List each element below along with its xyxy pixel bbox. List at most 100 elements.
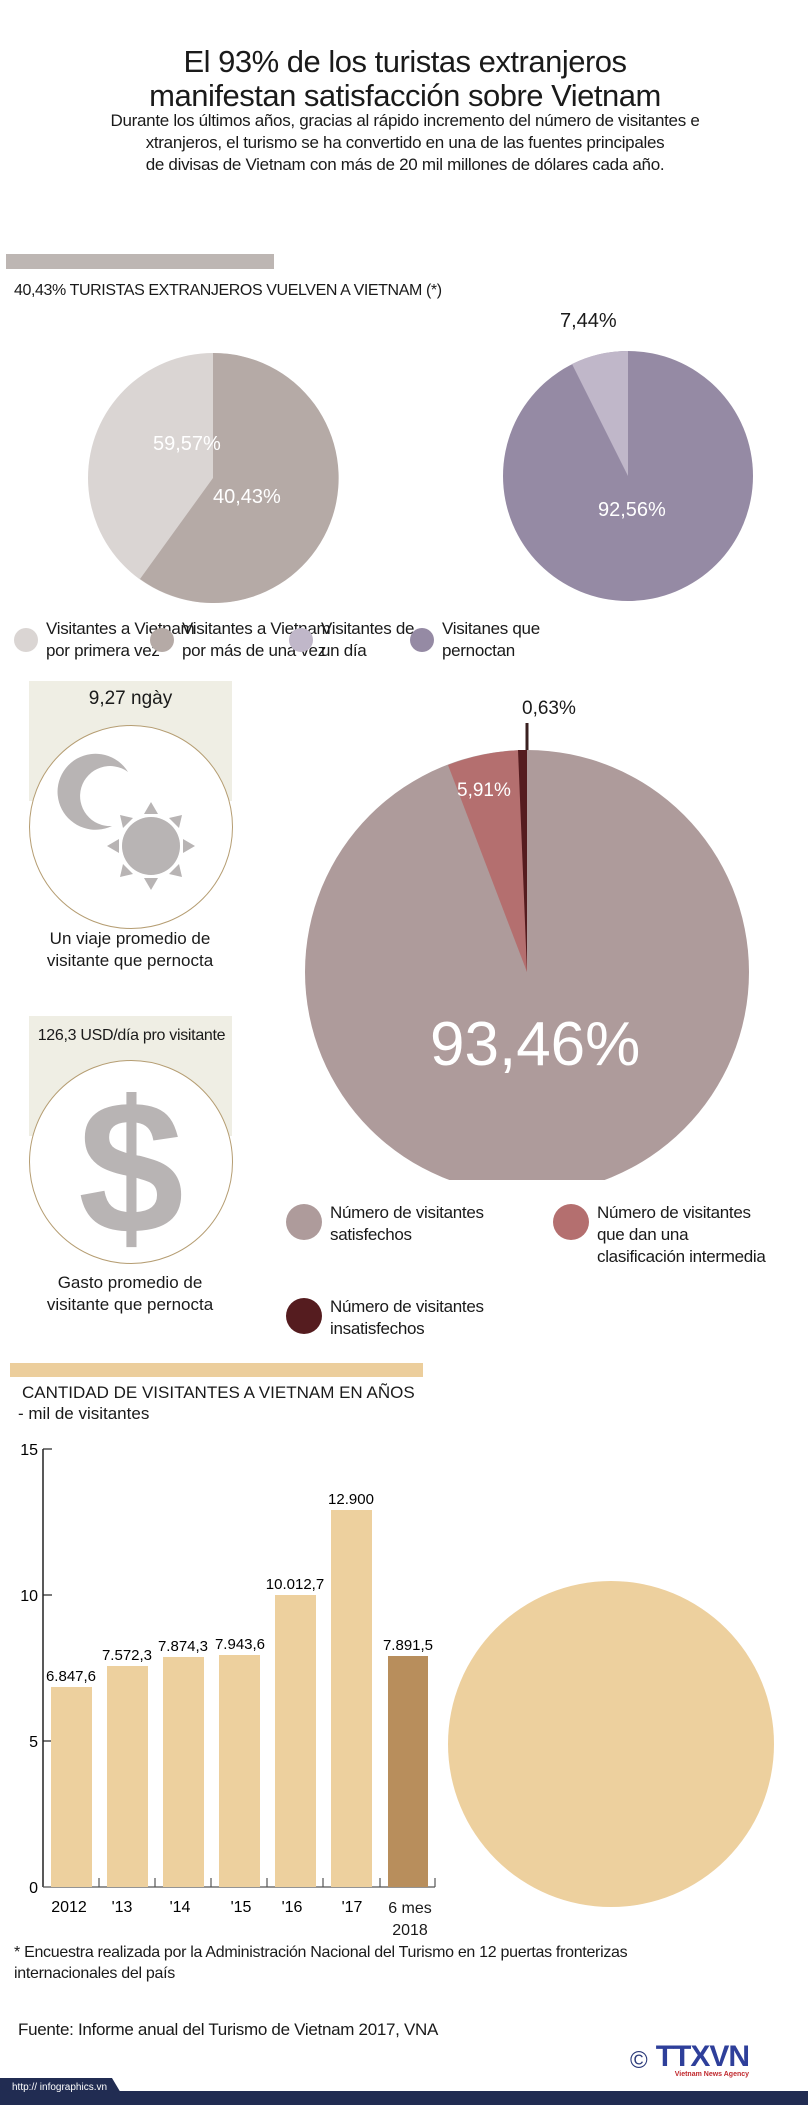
footnote-line: internacionales del país — [14, 1965, 175, 1982]
card-spend-ring: $ — [29, 1060, 233, 1274]
bar-value-label: 10.012,7 — [266, 1576, 324, 1593]
legend-label: por primera vez — [46, 641, 160, 660]
x-tick-label: '15 — [231, 1899, 252, 1916]
card-spend-caption: Gasto promedio de visitante que pernocta — [10, 1272, 250, 1316]
footnote-line: * Encuestra realizada por la Administrac… — [14, 1944, 628, 1961]
x-tick-label: '16 — [282, 1899, 303, 1916]
card-stay-caption: Un viaje promedio de visitante que perno… — [10, 928, 250, 972]
bar-value-label: 12.900 — [328, 1491, 374, 1508]
svg-text:$: $ — [78, 1062, 184, 1263]
legend-item-overnight: Visitanes que pernoctan — [410, 618, 540, 662]
intro-text: Durante los últimos años, gracias al ráp… — [20, 110, 790, 176]
section-divider-tan — [10, 1363, 423, 1377]
bar-2012 — [51, 1687, 92, 1887]
legend-label: Visitanes que — [442, 619, 540, 638]
moon-sun-icon — [57, 753, 195, 890]
legend-section1: Visitantes a Vietnam por primera vez Visi… — [0, 618, 810, 668]
caption-line: visitante que pernocta — [46, 951, 214, 970]
bar-2015 — [219, 1655, 260, 1887]
pie-chart-return-visitors: 59,57% 40,43% — [88, 352, 339, 603]
legend-swatch — [289, 628, 313, 652]
legend-item-first-time: Visitantes a Vietnam por primera vez — [14, 618, 195, 662]
bar-2017 — [331, 1510, 372, 1887]
x-tick-label: '17 — [342, 1899, 363, 1916]
footer-band — [0, 2091, 808, 2105]
dollar-icon: $ — [78, 1062, 184, 1274]
legend-swatch — [410, 628, 434, 652]
legend-swatch — [286, 1204, 322, 1240]
title-line-1: El 93% de los turistas extranjeros — [183, 44, 627, 79]
pie-slice-day — [572, 350, 628, 476]
legend-item-day: Visitantes de un día — [289, 618, 414, 662]
pie-label-day-visitors: 7,44% — [560, 310, 617, 332]
legend-item-unsatisfied: Número de visitantes insatisfechos — [286, 1296, 484, 1340]
footnote: * Encuestra realizada por la Administrac… — [14, 1942, 628, 1984]
copyright-icon: © — [630, 2046, 648, 2074]
card-spend-value: 126,3 USD/día pro visitante — [37, 1027, 226, 1044]
bar-value-label: 7.874,3 — [158, 1638, 208, 1655]
legend-swatch — [150, 628, 174, 652]
legend-label: que dan una — [597, 1225, 689, 1244]
section1-title: 40,43% TURISTAS EXTRANJEROS VUELVEN A VI… — [14, 282, 442, 299]
bar-2013 — [107, 1666, 148, 1887]
pie-slice-unsatisfied — [518, 749, 527, 972]
legend-label: Número de visitantes — [330, 1203, 484, 1222]
legend-label: Número de visitantes — [330, 1297, 484, 1316]
footer-tab — [0, 2078, 128, 2105]
legend-swatch — [286, 1298, 322, 1334]
pie-chart-satisfaction: 5,91% 93,46% — [305, 723, 749, 1180]
pie-slice-intermediate — [448, 750, 527, 972]
legend-item-intermediate: Número de visitantes que dan una clasifica… — [553, 1202, 766, 1268]
logo-text: TTXVN — [655, 2040, 750, 2073]
legend-swatch — [553, 1204, 589, 1240]
pie-label-unsatisfied: 0,63% — [522, 698, 576, 719]
card-stay-ring — [29, 725, 233, 929]
x-tick-label: 2012 — [51, 1899, 87, 1916]
pie-label-intermediate: 5,91% — [457, 780, 511, 801]
title-line-2: manifestan satisfacción sobre Vietnam — [149, 78, 661, 113]
bar-2014 — [163, 1657, 204, 1887]
legend-label: satisfechos — [330, 1225, 412, 1244]
bar-chart-visitors: 15 10 5 0 6.847,6 7.572,3 7.874,3 7.943,… — [20, 1442, 436, 1916]
y-tick-label: 5 — [29, 1734, 38, 1751]
legend-swatch — [14, 628, 38, 652]
bar-2018-6m — [388, 1656, 428, 1887]
legend-item-satisfied: Número de visitantes satisfechos — [286, 1202, 484, 1246]
decorative-circle — [448, 1581, 774, 1907]
intro-line-3: de divisas de Vietnam con más de 20 mil … — [145, 155, 665, 174]
bar-chart-unit: - mil de visitantes — [18, 1404, 150, 1423]
legend-label: Número de visitantes — [597, 1203, 751, 1222]
pie-chart-visitor-type: 92,56% — [503, 350, 753, 601]
pie-label-first-time: 59,57% — [153, 433, 221, 455]
legend-label: insatisfechos — [330, 1319, 425, 1338]
legend-label: Visitantes de — [321, 619, 415, 638]
pie-label-repeat: 40,43% — [213, 486, 281, 508]
source-text: Fuente: Informe anual del Turismo de Vie… — [18, 2020, 439, 2039]
y-tick-label: 0 — [29, 1880, 38, 1897]
pie-slice-repeat — [140, 352, 339, 603]
bar-value-label: 7.572,3 — [102, 1647, 152, 1664]
intro-line-1: Durante los últimos años, gracias al ráp… — [110, 111, 700, 130]
legend-label: pernoctan — [442, 641, 515, 660]
x-tick-label-2018: 6 mes 2018 — [388, 1900, 432, 1939]
x-tick-label: '14 — [170, 1899, 191, 1916]
bar-2016 — [275, 1595, 316, 1887]
bar-value-label: 7.891,5 — [383, 1637, 433, 1654]
ttxvn-logo: © TTXVN Vietnam News Agency — [630, 2040, 750, 2079]
legend-label: clasificación intermedia — [597, 1247, 766, 1266]
caption-line: Un viaje promedio de — [49, 929, 211, 948]
bar-value-label: 6.847,6 — [46, 1668, 96, 1685]
y-tick-label: 10 — [20, 1588, 38, 1605]
caption-line: Gasto promedio de — [57, 1273, 203, 1292]
x-tick-label: '13 — [112, 1899, 133, 1916]
page-title: El 93% de los turistas extranjeros manif… — [0, 45, 810, 113]
pie-label-overnight: 92,56% — [598, 499, 666, 521]
legend-label: un día — [321, 641, 367, 660]
bar-chart-title: CANTIDAD DE VISITANTES A VIETNAM EN AÑOS — [22, 1383, 415, 1402]
y-tick-label: 15 — [20, 1442, 38, 1459]
bar-value-label: 7.943,6 — [215, 1636, 265, 1653]
footer-url-link[interactable]: http:// infographics.vn — [12, 2082, 108, 2093]
caption-line: visitante que pernocta — [46, 1295, 214, 1314]
pie-label-satisfied: 93,46% — [430, 1010, 640, 1079]
logo-subtitle: Vietnam News Agency — [674, 2071, 750, 2078]
